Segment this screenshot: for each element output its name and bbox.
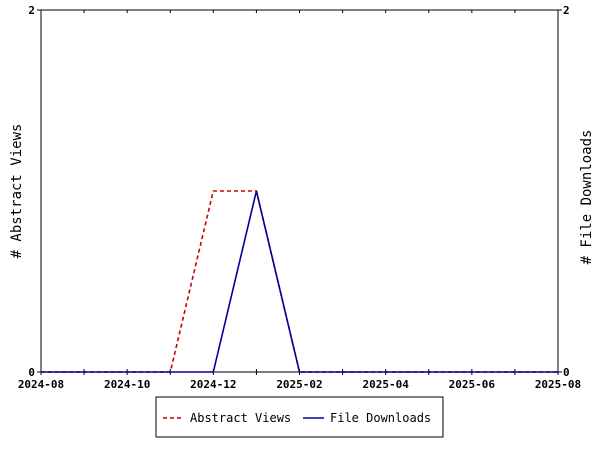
x-tick-label: 2025-08 [535, 378, 581, 391]
x-tick-label: 2025-02 [276, 378, 322, 391]
y-left-tick-label: 2 [28, 4, 35, 17]
x-tick-label: 2025-04 [362, 378, 409, 391]
y-axis-right-title: # File Downloads [579, 130, 595, 265]
x-tick-label: 2024-12 [190, 378, 236, 391]
y-right-tick-label: 0 [563, 366, 570, 379]
x-tick-label: 2024-08 [18, 378, 64, 391]
y-left-tick-label: 0 [28, 366, 35, 379]
y-right-tick-label: 2 [563, 4, 570, 17]
x-axis: 2024-08 2024-10 2024-12 2025-02 2025-04 2025-… [18, 10, 581, 391]
series-line-file-downloads [41, 190, 558, 373]
x-tick-label: 2025-06 [449, 378, 496, 391]
legend: Abstract Views File Downloads [155, 396, 444, 438]
plot-area [40, 9, 559, 373]
x-tick-label: 2024-10 [104, 378, 150, 391]
y-axis-left-title: # Abstract Views [9, 124, 25, 259]
legend-label-abstract-views: Abstract Views [190, 411, 291, 425]
series-lines [41, 190, 558, 373]
y-axes: 0 2 0 2 [28, 4, 569, 379]
legend-box [155, 396, 444, 438]
legend-label-file-downloads: File Downloads [330, 411, 431, 425]
plot-frame [40, 9, 559, 373]
